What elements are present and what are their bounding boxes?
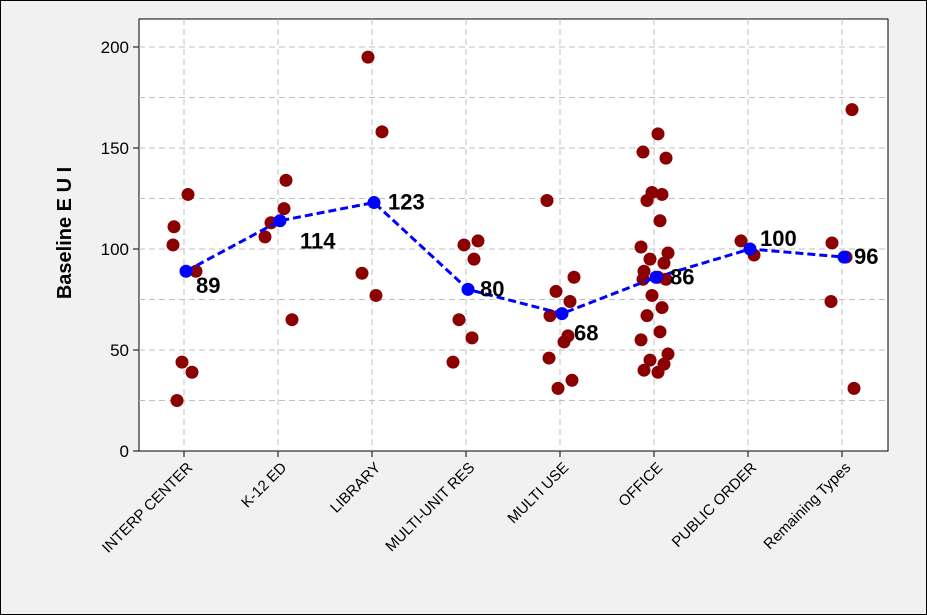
data-point	[279, 173, 293, 187]
y-tick-label: 50	[110, 341, 129, 360]
data-point	[467, 252, 481, 266]
data-point	[634, 240, 648, 254]
data-point	[657, 256, 671, 270]
grid-lines	[139, 19, 888, 451]
data-point	[653, 214, 667, 228]
data-point	[634, 333, 648, 347]
data-point	[563, 295, 577, 309]
y-axis-label: Baseline E U I	[54, 167, 76, 299]
data-point	[446, 355, 460, 369]
data-point	[651, 365, 665, 379]
mean-value-label: 89	[196, 273, 220, 298]
x-tick-label: OFFICE	[615, 459, 666, 510]
data-point	[457, 238, 471, 252]
data-point	[452, 313, 466, 327]
mean-value-label: 68	[574, 321, 598, 346]
data-point	[636, 145, 650, 159]
data-point	[543, 309, 557, 323]
data-point	[734, 234, 748, 248]
data-point	[661, 347, 675, 361]
mean-marker	[837, 250, 851, 264]
x-tick-label: MULTI-UNIT RES	[382, 459, 478, 555]
data-point	[655, 187, 669, 201]
data-point	[653, 325, 667, 339]
data-point	[471, 234, 485, 248]
y-axis: 0 50 100 150 200	[101, 38, 139, 461]
data-point	[542, 351, 556, 365]
data-point	[181, 187, 195, 201]
data-point	[375, 125, 389, 139]
data-point	[655, 301, 669, 315]
mean-marker	[273, 214, 287, 228]
x-tick-label: PUBLIC ORDER	[669, 459, 761, 551]
data-point	[561, 329, 575, 343]
data-point	[643, 252, 657, 266]
mean-marker	[743, 242, 757, 256]
y-tick-label: 100	[101, 240, 129, 259]
data-point	[170, 394, 184, 407]
data-point	[637, 363, 651, 377]
data-point	[824, 295, 838, 309]
data-point	[640, 194, 654, 208]
data-point	[825, 236, 839, 250]
mean-marker	[367, 196, 381, 210]
data-point	[369, 288, 383, 302]
mean-value-label: 86	[670, 264, 694, 289]
mean-value-label: 96	[854, 244, 878, 269]
data-point	[258, 230, 272, 244]
y-tick-label: 200	[101, 38, 129, 57]
data-point	[565, 373, 579, 387]
data-point	[847, 381, 861, 395]
data-point	[659, 151, 673, 165]
data-point	[361, 50, 375, 64]
mean-marker	[649, 270, 663, 284]
data-point	[643, 353, 657, 367]
mean-value-label: 123	[388, 190, 425, 215]
data-point	[661, 246, 675, 260]
y-tick-label: 150	[101, 139, 129, 158]
mean-value-label: 114	[300, 229, 336, 254]
data-point	[549, 284, 563, 298]
data-point	[640, 309, 654, 323]
mean-marker	[555, 307, 569, 321]
data-point	[185, 365, 199, 379]
data-point	[651, 127, 665, 141]
x-tick-label: INTERP CENTER	[99, 459, 196, 556]
data-point	[167, 220, 181, 234]
data-point	[540, 194, 554, 208]
x-tick-label: Remaining Types	[760, 459, 854, 553]
mean-marker	[461, 282, 475, 296]
data-point	[166, 238, 180, 252]
data-point	[285, 313, 299, 327]
data-point	[567, 270, 581, 284]
x-tick-label: K-12 ED	[238, 459, 290, 511]
y-tick-label: 0	[120, 442, 129, 461]
mean-line-path	[185, 200, 845, 316]
data-point	[645, 288, 659, 302]
data-point	[465, 331, 479, 345]
mean-marker	[179, 264, 193, 278]
data-point	[175, 355, 189, 369]
data-point	[355, 266, 369, 280]
data-point	[551, 381, 565, 395]
data-point	[277, 202, 291, 216]
x-tick-label: LIBRARY	[327, 459, 384, 516]
mean-line: 89 114 123 80 68 86 100 96	[179, 190, 878, 346]
mean-value-label: 100	[760, 226, 797, 251]
x-tick-label: MULTI USE	[504, 459, 572, 527]
mean-value-label: 80	[480, 276, 504, 301]
data-point	[845, 103, 859, 117]
